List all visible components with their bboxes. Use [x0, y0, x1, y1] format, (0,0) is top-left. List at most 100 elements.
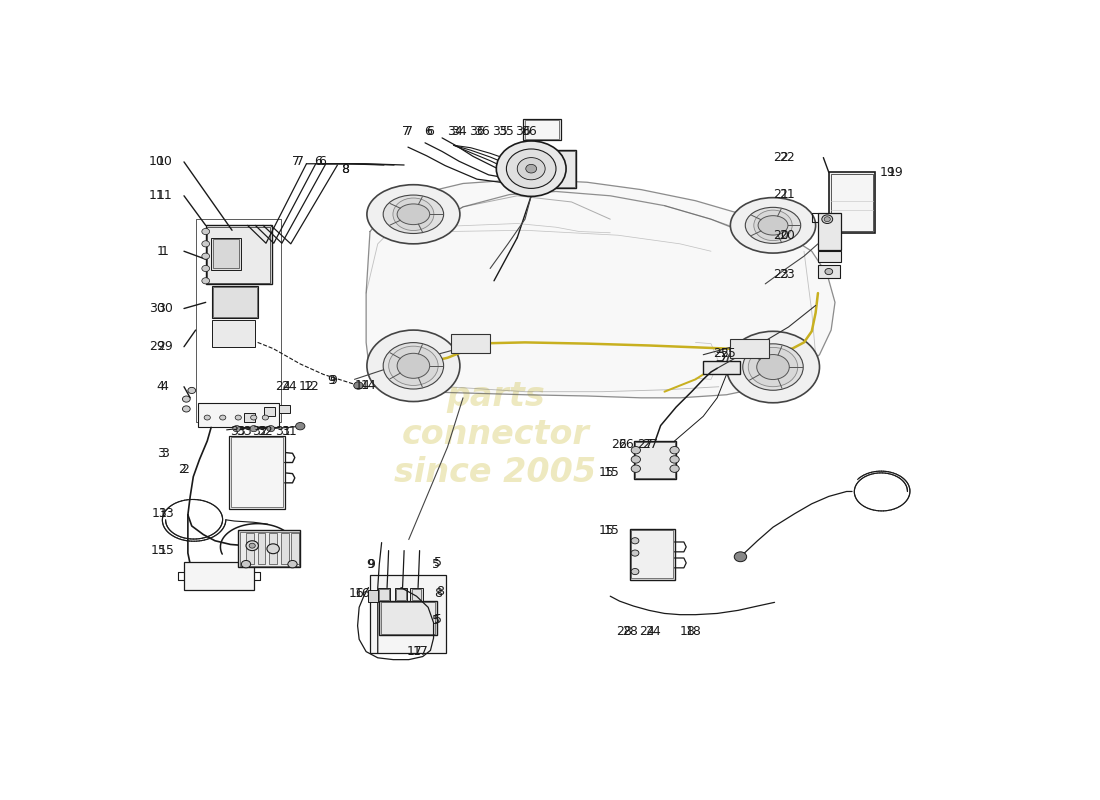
Text: 8: 8: [341, 163, 349, 177]
Text: 24: 24: [639, 626, 656, 638]
Text: 7: 7: [403, 126, 410, 138]
Circle shape: [506, 149, 556, 188]
Text: 9: 9: [329, 374, 337, 387]
Circle shape: [631, 538, 639, 544]
Text: 15: 15: [151, 544, 167, 557]
Text: 20: 20: [772, 230, 789, 242]
Circle shape: [631, 569, 639, 574]
Bar: [832, 174, 873, 231]
Text: 18: 18: [680, 626, 695, 638]
Bar: [525, 120, 559, 139]
Circle shape: [201, 229, 210, 234]
Circle shape: [246, 541, 258, 550]
Circle shape: [822, 215, 833, 223]
Circle shape: [251, 415, 257, 420]
Text: 1: 1: [161, 245, 168, 258]
Text: 30: 30: [148, 302, 165, 315]
Bar: [229, 436, 285, 509]
Circle shape: [201, 241, 210, 247]
Text: 31: 31: [275, 426, 292, 438]
Text: 36: 36: [474, 126, 491, 138]
Bar: [395, 587, 407, 601]
Ellipse shape: [367, 185, 460, 244]
Bar: [257, 534, 265, 564]
Bar: [635, 442, 674, 478]
Circle shape: [631, 446, 640, 454]
Circle shape: [296, 422, 305, 430]
Text: 35: 35: [497, 126, 514, 138]
Circle shape: [754, 210, 792, 241]
Text: 33: 33: [230, 426, 246, 438]
Text: 15: 15: [598, 524, 614, 537]
Circle shape: [250, 426, 257, 432]
Text: 26: 26: [618, 438, 634, 450]
Bar: [634, 441, 676, 479]
Bar: [828, 172, 876, 233]
Circle shape: [735, 552, 747, 562]
Text: 36: 36: [516, 126, 531, 138]
Text: 3: 3: [161, 446, 168, 460]
Bar: [629, 529, 674, 579]
Text: 8: 8: [434, 586, 442, 600]
Bar: [730, 339, 769, 358]
Text: 28: 28: [616, 626, 631, 638]
Text: 5: 5: [434, 613, 442, 626]
Bar: [184, 562, 254, 590]
Circle shape: [288, 561, 297, 568]
Text: 25: 25: [713, 347, 729, 360]
Bar: [239, 530, 300, 567]
Ellipse shape: [367, 330, 460, 402]
Text: 10: 10: [156, 155, 173, 169]
Circle shape: [267, 544, 279, 554]
Circle shape: [496, 141, 566, 197]
Circle shape: [388, 346, 438, 386]
Circle shape: [526, 164, 537, 173]
Text: 14: 14: [361, 379, 376, 392]
Text: 10: 10: [148, 155, 165, 169]
Text: 19: 19: [888, 166, 903, 179]
Bar: [246, 534, 254, 564]
Text: 11: 11: [148, 190, 165, 202]
Bar: [211, 238, 241, 270]
Text: 36: 36: [521, 126, 537, 138]
Ellipse shape: [742, 344, 803, 390]
Bar: [703, 361, 740, 374]
Bar: [818, 266, 839, 278]
Text: parts
connector
since 2005: parts connector since 2005: [395, 380, 596, 490]
Text: 9: 9: [328, 374, 336, 387]
Text: 1: 1: [156, 245, 165, 258]
Circle shape: [824, 217, 830, 222]
Bar: [377, 587, 390, 601]
Bar: [270, 534, 277, 564]
Text: 7: 7: [293, 155, 300, 169]
Text: 6: 6: [425, 126, 432, 138]
Bar: [292, 534, 299, 564]
Bar: [451, 334, 491, 353]
Text: 22: 22: [772, 151, 789, 164]
Circle shape: [517, 158, 546, 180]
Circle shape: [241, 561, 251, 568]
Bar: [381, 602, 436, 634]
Text: 15: 15: [160, 544, 175, 557]
Circle shape: [249, 543, 255, 548]
Text: 22: 22: [779, 151, 795, 164]
Ellipse shape: [730, 198, 815, 253]
Text: 34: 34: [448, 126, 463, 138]
Text: 5: 5: [434, 557, 442, 570]
Text: 3: 3: [156, 446, 165, 460]
Circle shape: [670, 446, 679, 454]
Text: 26: 26: [612, 438, 627, 450]
Text: 11: 11: [156, 190, 173, 202]
Bar: [818, 251, 842, 262]
Text: 4: 4: [161, 380, 168, 394]
Ellipse shape: [758, 216, 788, 235]
Bar: [411, 589, 421, 600]
Circle shape: [183, 396, 190, 402]
Bar: [524, 118, 561, 140]
Bar: [231, 438, 283, 507]
Text: 35: 35: [492, 126, 508, 138]
Text: 8: 8: [341, 163, 349, 177]
Circle shape: [220, 415, 225, 420]
Polygon shape: [366, 179, 835, 398]
Text: 21: 21: [772, 188, 789, 201]
